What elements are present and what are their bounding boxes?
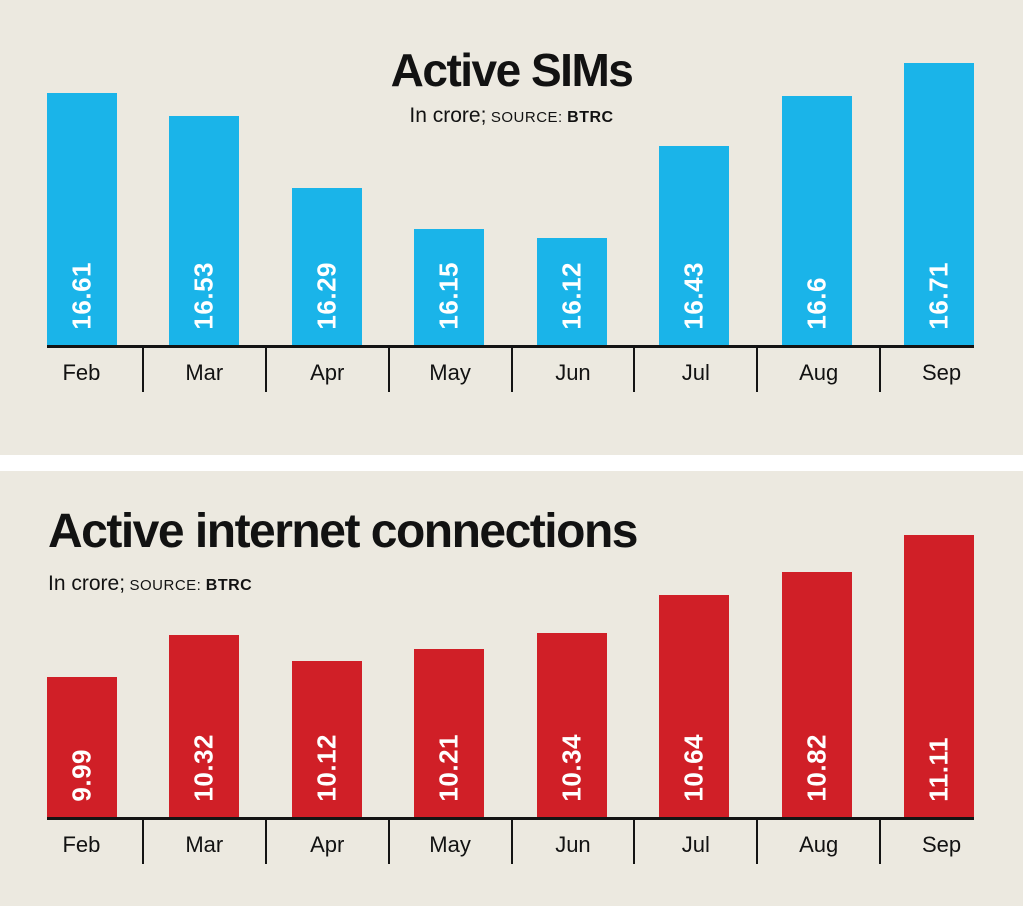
bars: 16.61 16.53 16.29 16.15 16.12 16.43 16.6 16.71	[47, 63, 974, 345]
x-axis-label-jun: Jun	[513, 820, 636, 864]
x-axis-label-mar: Mar	[144, 348, 267, 392]
bar-value-label: 11.11	[923, 737, 954, 802]
bar-jul: 10.64	[659, 595, 730, 817]
bar-jul: 16.43	[659, 146, 730, 345]
bar-sep: 16.71	[903, 63, 974, 345]
bar-value-label: 10.12	[311, 734, 342, 802]
bar-value-label: 16.12	[556, 262, 587, 330]
bar-jun: 16.12	[536, 238, 607, 345]
bar-value-label: 16.61	[66, 262, 97, 330]
bar-value-label: 9.99	[66, 749, 97, 802]
bar-value-label: 16.43	[678, 262, 709, 330]
x-axis-label-jun: Jun	[513, 348, 636, 392]
bar-aug: 16.6	[781, 96, 852, 345]
source-value: BTRC	[567, 108, 614, 126]
x-axis-label-mar: Mar	[144, 820, 267, 864]
bar-may: 16.15	[414, 229, 485, 345]
source-label: SOURCE:	[129, 576, 202, 594]
active-sims-header: Active SIMs In crore; SOURCE: BTRC	[0, 44, 1023, 128]
bar-apr: 10.12	[291, 661, 362, 817]
x-axis-label-feb: Feb	[21, 820, 144, 864]
x-axis-labels: Feb Mar Apr May Jun Jul Aug Sep	[21, 348, 1002, 392]
chart-subtitle: In crore; SOURCE: BTRC	[48, 572, 637, 596]
source-value: BTRC	[205, 576, 253, 594]
bar-value-label: 10.64	[678, 734, 709, 802]
x-axis-label-apr: Apr	[267, 820, 390, 864]
bar-aug: 10.82	[781, 572, 852, 817]
x-axis	[47, 345, 974, 348]
chart-title: Active SIMs	[390, 44, 634, 96]
bar-value-label: 16.53	[188, 262, 219, 330]
section-divider	[0, 455, 1023, 471]
bar-sep: 11.11	[903, 535, 974, 817]
source-label: SOURCE:	[490, 108, 563, 126]
x-axis-label-may: May	[390, 820, 513, 864]
bar-mar: 10.32	[169, 635, 240, 817]
bar-value-label: 16.71	[923, 262, 954, 330]
unit-label: In crore;	[48, 571, 126, 595]
bar-value-label: 10.32	[188, 734, 219, 802]
x-axis-label-aug: Aug	[758, 820, 882, 864]
unit-label: In crore;	[409, 103, 487, 127]
bars: 9.99 10.32 10.12 10.21 10.34 10.64 10.82 11.11	[47, 535, 974, 817]
x-axis-label-sep: Sep	[921, 832, 962, 857]
bar-apr: 16.29	[291, 188, 362, 345]
x-axis-labels: Feb Mar Apr May Jun Jul Aug Sep	[21, 820, 1002, 864]
x-axis-label-jul: Jul	[635, 348, 759, 392]
x-axis-label-apr: Apr	[267, 348, 390, 392]
bar-jun: 10.34	[536, 633, 607, 817]
x-axis-label-sep: Sep	[921, 360, 962, 385]
x-axis-label-feb: Feb	[21, 348, 144, 392]
bar-value-label: 10.34	[556, 734, 587, 802]
bar-mar: 16.53	[169, 116, 240, 345]
chart-subtitle: In crore; SOURCE: BTRC	[0, 104, 1023, 128]
chart-title: Active internet connections	[48, 505, 638, 558]
bar-may: 10.21	[414, 649, 485, 817]
x-axis	[47, 817, 974, 820]
bar-feb: 16.61	[47, 93, 117, 345]
bar-value-label: 16.29	[311, 262, 342, 330]
active-internet-header: Active internet connections In crore; SO…	[48, 505, 638, 596]
bar-value-label: 16.6	[801, 277, 832, 330]
x-axis-label-aug: Aug	[758, 348, 882, 392]
bar-value-label: 10.21	[433, 734, 464, 802]
bar-value-label: 10.82	[801, 734, 832, 802]
bottom-border	[0, 906, 1023, 920]
bar-feb: 9.99	[47, 677, 117, 817]
x-axis-label-jul: Jul	[635, 820, 759, 864]
bar-value-label: 16.15	[433, 262, 464, 330]
x-axis-label-may: May	[390, 348, 513, 392]
